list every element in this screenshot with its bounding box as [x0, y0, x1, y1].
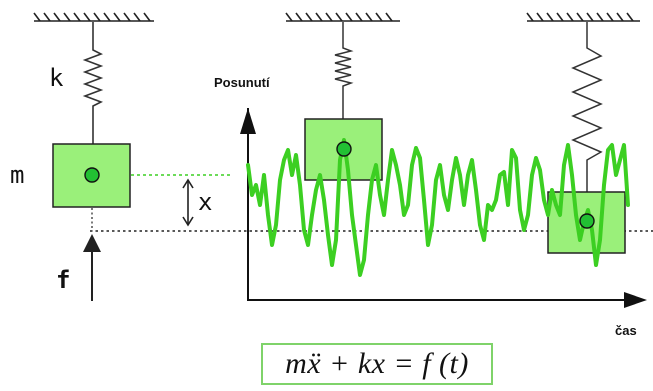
right-mass-dot [579, 213, 595, 229]
right-spring [571, 22, 603, 192]
spring-constant-label: k [49, 64, 64, 92]
displacement-signal [246, 138, 630, 277]
x-axis-arrowhead [624, 292, 647, 308]
force-arrow [83, 234, 101, 301]
middle-ceiling-hatch [285, 12, 400, 22]
right-ceiling-hatch [526, 12, 640, 22]
axes [240, 108, 647, 308]
displacement-label: x [198, 188, 212, 216]
y-axis-arrowhead [240, 108, 256, 134]
left-spring [82, 22, 104, 144]
x-axis-label: čas [615, 323, 637, 338]
equation-text: mẍ + kx = f (t) [285, 347, 469, 380]
equation-box: mẍ + kx = f (t) [261, 343, 493, 385]
force-label: f [56, 266, 70, 294]
middle-mass-dot [336, 141, 352, 157]
displacement-arrow [182, 178, 194, 227]
y-axis-label: Posunutí [214, 75, 270, 90]
left-mass-dot [84, 167, 100, 183]
mass-label: m [10, 161, 24, 189]
left-ceiling-hatch [33, 12, 154, 22]
middle-spring [334, 22, 354, 119]
